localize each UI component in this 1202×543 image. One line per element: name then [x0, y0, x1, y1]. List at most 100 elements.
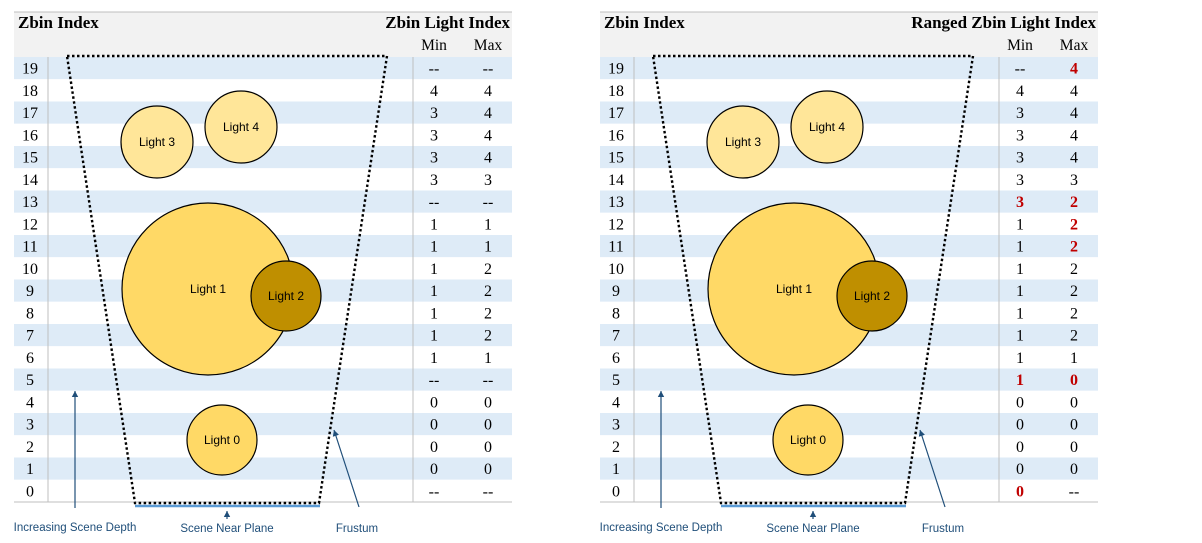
min-cell: 4 — [430, 83, 438, 100]
min-cell: 3 — [1016, 194, 1024, 211]
max-cell: 0 — [484, 439, 492, 456]
table-row: 19 -- -- — [14, 57, 512, 80]
table-header — [600, 12, 1098, 57]
frustum-outline — [65, 54, 389, 505]
min-cell: 1 — [1016, 305, 1024, 322]
light-4-label: Light 4 — [809, 120, 845, 134]
arrow-head — [657, 391, 665, 397]
table-row: 4 0 0 — [600, 390, 1098, 413]
max-cell: 1 — [484, 239, 492, 256]
max-cell: 0 — [1070, 439, 1078, 456]
zbin-index-cell: 1 — [612, 461, 620, 478]
zbin-index-cell: 8 — [612, 305, 620, 322]
max-cell: 4 — [1070, 83, 1078, 100]
zbin-index-cell: 11 — [22, 239, 37, 256]
min-cell: 1 — [430, 216, 438, 233]
zbin-index-cell: 7 — [26, 328, 34, 345]
min-column-header: Min — [1007, 37, 1033, 54]
max-cell: 0 — [1070, 394, 1078, 411]
min-cell: 0 — [1016, 461, 1024, 478]
max-cell: 4 — [484, 150, 492, 167]
zbin-index-cell: 17 — [22, 105, 38, 122]
zbin-index-cell: 14 — [22, 172, 38, 189]
row-background — [600, 390, 1098, 413]
zbin-index-cell: 15 — [608, 150, 624, 167]
min-cell: 1 — [1016, 261, 1024, 278]
min-cell: 3 — [430, 105, 438, 122]
light-4: Light 4 — [790, 90, 864, 164]
zbin-index-cell: 10 — [608, 261, 624, 278]
zbin-index-cell: 4 — [612, 394, 620, 411]
arrow-line — [333, 429, 360, 508]
table-row: 19 -- 4 — [600, 57, 1098, 80]
light-3-circle — [706, 105, 780, 179]
light-2-circle — [836, 260, 908, 332]
max-cell: 1 — [484, 216, 492, 233]
light-1: Light 1 — [121, 202, 295, 376]
min-cell: 1 — [430, 328, 438, 345]
max-cell: 2 — [1070, 261, 1078, 278]
max-cell: 4 — [484, 105, 492, 122]
min-cell: 3 — [1016, 127, 1024, 144]
row-background — [600, 413, 1098, 436]
light-4-circle — [790, 90, 864, 164]
min-cell: 0 — [1016, 439, 1024, 456]
min-cell: 3 — [430, 127, 438, 144]
row-background — [14, 368, 512, 391]
table-row: 14 3 3 — [600, 168, 1098, 191]
table-row: 5 1 0 — [600, 368, 1098, 391]
max-cell: 0 — [484, 417, 492, 434]
light-2: Light 2 — [250, 260, 322, 332]
zbin-index-cell: 10 — [22, 261, 38, 278]
arrow-head — [71, 391, 79, 397]
row-background — [14, 390, 512, 413]
light-0-circle — [772, 404, 844, 476]
min-cell: -- — [429, 372, 440, 389]
row-background — [14, 168, 512, 191]
zbin-index-cell: 18 — [22, 83, 38, 100]
arrow-line — [919, 429, 946, 508]
min-cell: 1 — [1016, 372, 1024, 389]
max-cell: 2 — [1070, 305, 1078, 322]
min-cell: -- — [429, 194, 440, 211]
table-row: 18 4 4 — [14, 79, 512, 102]
light-0: Light 0 — [186, 404, 258, 476]
frustum-annotation: Frustum — [922, 523, 964, 535]
table-row: 1 0 0 — [14, 457, 512, 480]
max-cell: -- — [483, 372, 494, 389]
max-cell: -- — [1069, 483, 1080, 500]
zbin-index-cell: 15 — [22, 150, 38, 167]
zbin-index-cell: 1 — [26, 461, 34, 478]
arrow-head — [918, 430, 925, 437]
row-background — [14, 479, 512, 502]
max-cell: 2 — [484, 305, 492, 322]
max-cell: 0 — [484, 461, 492, 478]
min-cell: 3 — [1016, 172, 1024, 189]
near-plane-annotation: Scene Near Plane — [180, 523, 273, 535]
zbin-index-cell: 7 — [612, 328, 620, 345]
row-background — [600, 368, 1098, 391]
zbin-index-title: Zbin Index — [18, 13, 99, 32]
row-background — [14, 79, 512, 102]
arrow-head — [223, 511, 231, 517]
min-cell: 0 — [1016, 483, 1024, 500]
arrow-head — [809, 511, 817, 517]
light-4: Light 4 — [204, 90, 278, 164]
min-cell: 1 — [1016, 328, 1024, 345]
zbin-index-cell: 0 — [612, 483, 620, 500]
table-header — [14, 12, 512, 57]
row-background — [600, 479, 1098, 502]
max-cell: 4 — [484, 127, 492, 144]
table-row: 13 3 2 — [600, 190, 1098, 213]
light-1-label: Light 1 — [776, 282, 812, 296]
max-cell: 0 — [484, 394, 492, 411]
table-row: 0 0 -- — [600, 479, 1098, 502]
light-index-title: Ranged Zbin Light Index — [911, 13, 1096, 32]
row-background — [14, 435, 512, 458]
min-cell: 1 — [430, 261, 438, 278]
max-cell: 2 — [1070, 216, 1078, 233]
light-0-label: Light 0 — [790, 433, 826, 447]
min-cell: 1 — [1016, 239, 1024, 256]
zbin-index-cell: 6 — [26, 350, 34, 367]
